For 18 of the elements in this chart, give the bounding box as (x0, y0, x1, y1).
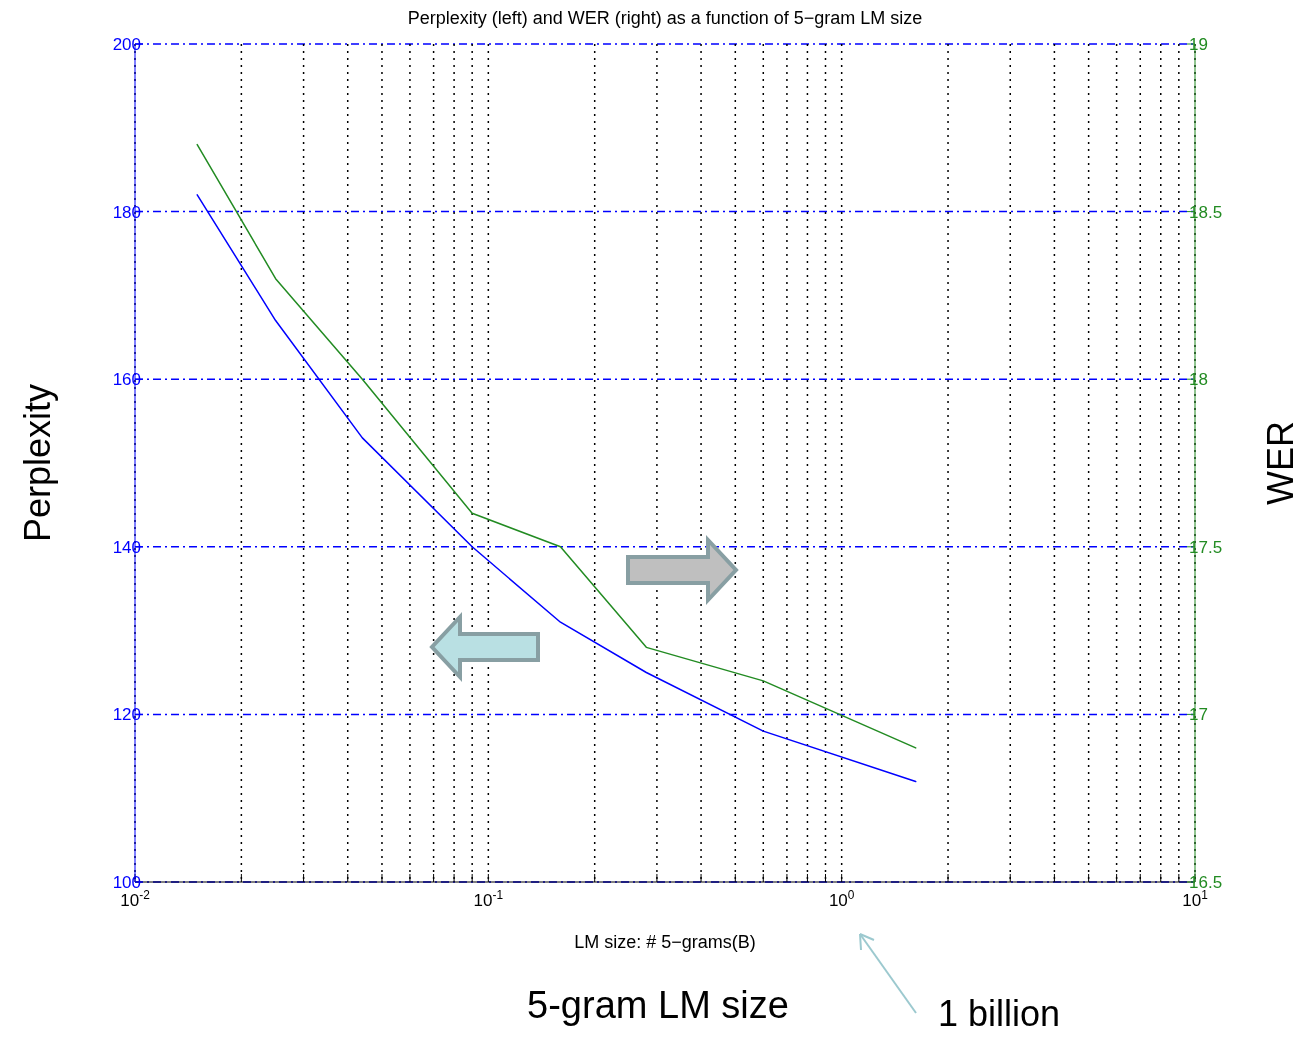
x-tick-label: 10$^{-1}$ (473, 888, 504, 910)
y2-tick-label: 18.5 (1189, 202, 1223, 222)
chart-title: Perplexity (left) and WER (right) as a function of 5−gram LM size (407, 8, 923, 28)
y-tick-label: 180 (112, 202, 141, 222)
y2-axis-title: WER (1260, 421, 1301, 505)
y-tick-label: 120 (112, 705, 141, 725)
y-tick-label: 160 (112, 370, 141, 390)
y2-tick-label: 17.5 (1189, 537, 1223, 557)
text: 5-gram LM size (527, 984, 789, 1026)
x-tick-label: 10$^{0}$ (828, 888, 855, 910)
y2-tick-label: 19 (1189, 35, 1208, 55)
y-axis-title: Perplexity (17, 383, 58, 543)
text: 1 billion (938, 993, 1061, 1034)
y-tick-label: 200 (112, 35, 141, 55)
y2-tick-label: 18 (1189, 370, 1208, 390)
y2-tick-label: 17 (1189, 705, 1208, 725)
x-axis-title: LM size: # 5−grams(B) (574, 932, 756, 952)
y-tick-label: 140 (112, 537, 141, 557)
